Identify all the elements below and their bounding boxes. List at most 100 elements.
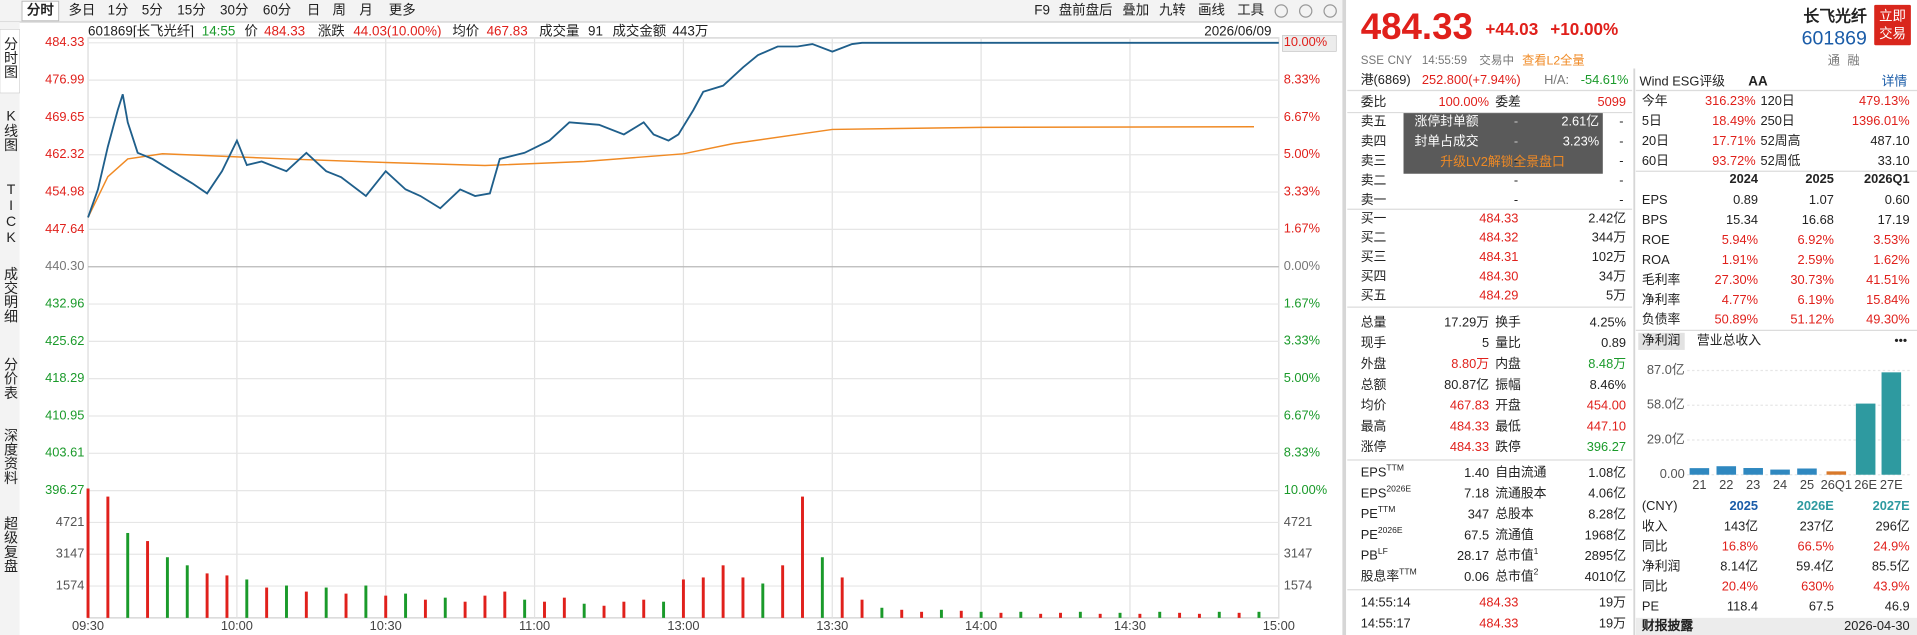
label: 2027E bbox=[1873, 498, 1911, 513]
y-tick-label: 476.99 bbox=[45, 72, 84, 87]
pct-tick-label: 3.33% bbox=[1284, 184, 1320, 199]
volume-bar bbox=[1197, 613, 1201, 618]
label: 8.28亿 bbox=[1588, 506, 1626, 521]
more[interactable]: ••• bbox=[1894, 334, 1907, 348]
label: ROA bbox=[1642, 252, 1670, 267]
side-tab[interactable]: K线图 bbox=[3, 108, 19, 152]
tool[interactable]: 九转 bbox=[1159, 3, 1186, 18]
label: 252.800(+7.94%) bbox=[1422, 72, 1521, 87]
tab[interactable]: 15分 bbox=[177, 3, 205, 18]
tool[interactable]: 工具 bbox=[1237, 3, 1264, 18]
label: 447.10 bbox=[1587, 418, 1626, 433]
label: 43.9% bbox=[1873, 579, 1909, 594]
label: 涨停封单额 bbox=[1415, 114, 1479, 129]
tab[interactable]: 营业总收入 bbox=[1697, 333, 1761, 348]
tool[interactable]: 画线 bbox=[1198, 3, 1225, 18]
volume-bar bbox=[920, 611, 924, 618]
volume-tick-label: 3147 bbox=[1284, 546, 1313, 561]
label: 467.83 bbox=[487, 23, 528, 38]
divider bbox=[1342, 0, 1347, 635]
label: 均价 bbox=[1361, 398, 1387, 413]
label: 2.61亿 bbox=[1561, 114, 1599, 129]
tool[interactable]: 盘前盘后 bbox=[1059, 2, 1113, 18]
volume-bar bbox=[225, 575, 229, 618]
side-tab[interactable]: 成交明细 bbox=[3, 267, 19, 324]
label: 14:55:59 bbox=[1422, 54, 1467, 67]
y-tick-label: 440.30 bbox=[45, 258, 84, 273]
volume-bar bbox=[999, 612, 1003, 618]
y-tick-label: 396.27 bbox=[45, 482, 84, 497]
label-main: 流通股本 bbox=[1495, 486, 1546, 501]
tab[interactable]: 60分 bbox=[263, 3, 291, 18]
upgrade-link[interactable]: 升级LV2解锁全景盘口 bbox=[1440, 154, 1564, 169]
tab[interactable]: 月 bbox=[359, 3, 372, 18]
volume-bar bbox=[642, 599, 646, 618]
label: 流通值 bbox=[1495, 527, 1534, 542]
label: - bbox=[1619, 153, 1623, 168]
label: 6.92% bbox=[1798, 232, 1834, 247]
label: 85.5亿 bbox=[1872, 559, 1910, 574]
volume-bar bbox=[423, 599, 427, 618]
label: 涨停 bbox=[1361, 439, 1387, 454]
volume-bar bbox=[443, 597, 447, 618]
trade-button[interactable] bbox=[1874, 4, 1911, 46]
pct-tick-label: 8.33% bbox=[1284, 445, 1320, 460]
volume-bar bbox=[1138, 613, 1142, 618]
tab[interactable]: 周 bbox=[333, 3, 346, 18]
tool[interactable]: 叠加 bbox=[1122, 3, 1149, 18]
label: PE bbox=[1642, 598, 1659, 613]
side-tab[interactable]: 深度资料 bbox=[3, 428, 19, 485]
button-text[interactable]: 立即 bbox=[1879, 9, 1906, 24]
volume-bar bbox=[205, 573, 209, 618]
tab[interactable]: 30分 bbox=[220, 3, 248, 18]
label: 港(6869) bbox=[1361, 72, 1411, 87]
label: PETTM bbox=[1361, 504, 1396, 521]
x-tick-label: 26Q1 bbox=[1821, 477, 1852, 492]
volume-bar bbox=[304, 591, 308, 618]
label: 换手 bbox=[1495, 314, 1521, 329]
side-tab[interactable]: 超级复盘 bbox=[3, 516, 19, 572]
toolbar-icon[interactable] bbox=[1323, 4, 1337, 18]
label: ROE bbox=[1642, 232, 1670, 247]
tab[interactable]: 多日 bbox=[68, 2, 95, 18]
volume-bar bbox=[860, 599, 864, 618]
tab[interactable]: 更多 bbox=[389, 2, 416, 18]
label: 484.30 bbox=[1479, 268, 1518, 283]
button-text[interactable]: 交易 bbox=[1879, 25, 1906, 41]
toolbar-icon[interactable] bbox=[1298, 4, 1313, 18]
bar bbox=[1770, 469, 1790, 475]
label: 2.42亿 bbox=[1588, 210, 1626, 225]
volume-bar bbox=[503, 591, 507, 618]
tab[interactable]: 1分 bbox=[108, 3, 129, 18]
side-tab[interactable]: TICK bbox=[3, 181, 19, 245]
tab[interactable]: 5分 bbox=[142, 3, 163, 18]
volume-bar bbox=[1158, 611, 1162, 618]
label: AA bbox=[1748, 74, 1768, 89]
side-tab[interactable]: 分时图 bbox=[3, 37, 19, 80]
x-tick-label: 23 bbox=[1746, 477, 1760, 492]
label: 1.08亿 bbox=[1588, 465, 1626, 480]
y-tick-label: 0.00 bbox=[1660, 466, 1685, 481]
tab[interactable]: 净利润 bbox=[1642, 333, 1680, 348]
side-tab[interactable]: 分价表 bbox=[3, 357, 19, 400]
label: 财报披露 bbox=[1641, 618, 1694, 633]
tab[interactable]: 日 bbox=[307, 3, 320, 18]
tool[interactable]: F9 bbox=[1034, 3, 1050, 18]
label: 14:55:17 bbox=[1361, 615, 1411, 630]
label: - bbox=[1514, 114, 1518, 129]
label: 2895亿 bbox=[1585, 548, 1627, 563]
label: 交易中 bbox=[1479, 53, 1514, 67]
x-tick-label: 10:00 bbox=[221, 618, 253, 633]
link[interactable]: 详情 bbox=[1882, 73, 1908, 88]
toolbar-bg bbox=[0, 0, 1343, 23]
tab[interactable]: 分时 bbox=[27, 2, 54, 18]
label: 买三 bbox=[1361, 249, 1387, 264]
toolbar-icon[interactable] bbox=[1274, 4, 1288, 18]
label: 成交金额 bbox=[613, 22, 667, 38]
label: 总市值1 bbox=[1495, 546, 1538, 563]
link[interactable]: 查看L2全量 bbox=[1522, 52, 1584, 67]
label: - bbox=[1619, 133, 1623, 148]
volume-bar bbox=[523, 599, 527, 618]
label: 17.19 bbox=[1878, 212, 1910, 227]
label: 484.32 bbox=[1479, 230, 1518, 245]
